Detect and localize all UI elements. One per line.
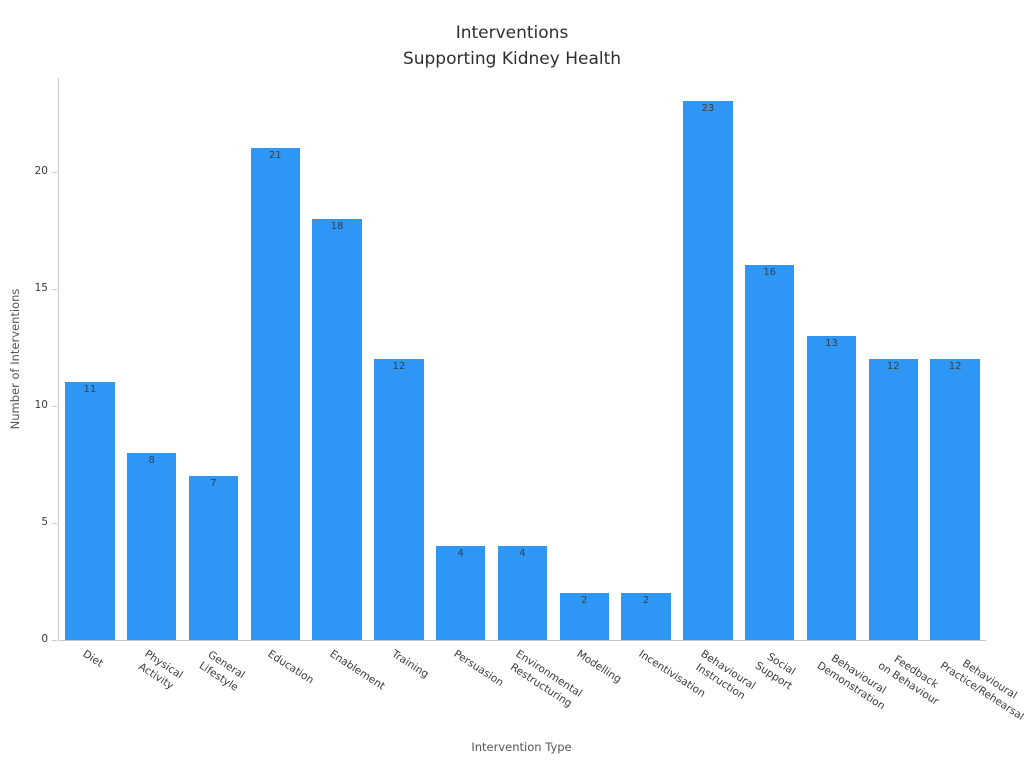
x-tick-label: Behavioural Practice/Rehearsal xyxy=(938,657,1024,723)
x-tick-label: General Lifestyle xyxy=(196,648,247,694)
y-tick-mark xyxy=(52,522,57,524)
x-tick-label: Modelling xyxy=(574,648,624,686)
bar: 18 xyxy=(312,218,362,640)
y-tick-mark xyxy=(52,405,57,407)
y-tick-label: 10 xyxy=(34,398,48,411)
bar-value-label: 18 xyxy=(330,220,344,232)
bar: 4 xyxy=(435,546,486,640)
bar-value-label: 12 xyxy=(392,361,406,372)
bar: 4 xyxy=(497,546,548,640)
y-tick-mark xyxy=(52,288,57,290)
x-tick-label: Education xyxy=(265,648,317,687)
bar: 7 xyxy=(188,476,239,640)
y-tick-label: 5 xyxy=(41,515,48,528)
bar-value-label: 23 xyxy=(701,103,715,115)
y-tick-mark xyxy=(52,171,57,173)
bar: 8 xyxy=(126,452,177,640)
bar: 12 xyxy=(868,359,919,640)
chart-title: Interventions Supporting Kidney Health xyxy=(0,20,1024,73)
x-tick-label: Social Support xyxy=(752,650,798,693)
y-axis-label: Number of Interventions xyxy=(8,288,22,430)
bar-value-label: 11 xyxy=(83,384,97,396)
bar-value-label: 16 xyxy=(763,267,777,279)
plot-area: 11 8 7 21 18 12 4 4 2 2 23 16 13 12 12 xyxy=(58,78,986,641)
bar-value-label: 13 xyxy=(825,337,838,349)
x-tick-label: Diet xyxy=(80,648,106,670)
bar-value-label: 2 xyxy=(581,595,588,607)
bar-value-label: 12 xyxy=(886,361,900,372)
bar-value-label: 12 xyxy=(948,361,962,372)
bar-value-label: 4 xyxy=(519,548,526,560)
bar-value-label: 21 xyxy=(268,150,282,162)
bar-value-label: 7 xyxy=(210,478,217,490)
bar: 12 xyxy=(930,359,980,640)
y-tick-mark xyxy=(52,640,57,641)
x-tick-label: Physical Activity xyxy=(136,648,185,692)
y-tick-label: 20 xyxy=(34,164,48,177)
bar-value-label: 8 xyxy=(148,454,155,466)
bar: 21 xyxy=(250,148,301,640)
y-tick-label: 15 xyxy=(34,281,48,294)
bar-value-label: 2 xyxy=(642,595,650,607)
x-tick-label: Enablement xyxy=(327,648,388,693)
bar: 23 xyxy=(683,101,733,640)
chart-title-line2: Supporting Kidney Health xyxy=(402,49,622,70)
bar-value-label: 4 xyxy=(457,548,464,560)
bar: 2 xyxy=(559,593,610,640)
bar: 2 xyxy=(621,593,671,640)
bar: 16 xyxy=(744,265,795,640)
x-axis-label: Intervention Type xyxy=(471,740,572,754)
bar: 12 xyxy=(374,359,424,640)
chart-title-line1: Interventions xyxy=(455,23,569,43)
x-tick-label: Training xyxy=(389,648,431,681)
x-tick-label: Environmental Restructuring xyxy=(507,648,584,710)
bar: 11 xyxy=(65,382,115,640)
bar: 13 xyxy=(806,335,857,640)
x-tick-label: Persuasion xyxy=(451,648,506,689)
y-tick-label: 0 xyxy=(41,633,48,645)
